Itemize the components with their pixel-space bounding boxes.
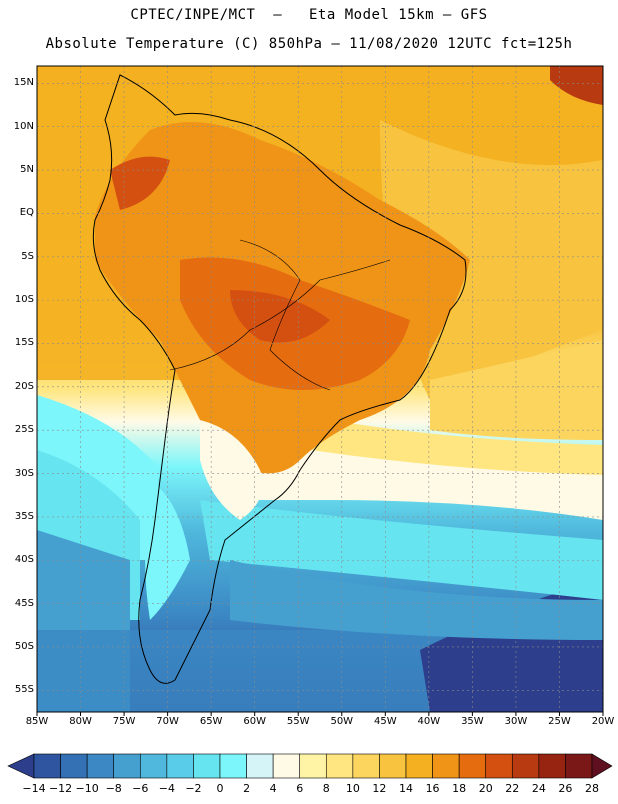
colorbar-swatch [458, 753, 487, 779]
lon-label: 55W [286, 716, 310, 727]
colorbar-max-arrow [591, 753, 613, 779]
lon-label: 60W [243, 716, 266, 727]
colorbar-swatch [272, 753, 301, 779]
colorbar-label: 14 [399, 782, 413, 795]
colorbar-swatch [511, 753, 540, 779]
colorbar-swatch [193, 753, 221, 779]
colorbar-swatch [538, 753, 566, 779]
country-borders [169, 259, 391, 371]
colorbar-swatch [139, 753, 168, 779]
lon-label: 20W [591, 716, 615, 727]
colorbar-label: −4 [158, 782, 175, 795]
cold-atlantic-deep [230, 560, 603, 640]
colorbar-swatch [33, 753, 61, 779]
colorbar-swatch [379, 753, 407, 779]
lat-label: 5S [21, 250, 34, 262]
colorbar-min-arrow [7, 753, 35, 779]
lat-label: 5N [20, 164, 34, 176]
colorbar-label: 28 [585, 782, 599, 795]
colorbar-label: −12 [48, 782, 73, 795]
lat-label: 15S [14, 337, 34, 349]
patagonia-cool [145, 480, 190, 620]
colorbar-label: 20 [478, 782, 493, 795]
colorbar-swatch [219, 753, 247, 779]
lon-label: 85W [25, 716, 49, 727]
colorbar-label: 22 [505, 782, 520, 795]
lat-label: 45S [14, 597, 34, 609]
lon-label: 70W [156, 716, 179, 727]
andes-north-hot [110, 156, 170, 210]
lat-label: 10N [13, 120, 34, 132]
lat-label: 10S [14, 294, 34, 306]
colorbar-label: 0 [216, 782, 224, 795]
lon-label: 65W [199, 716, 223, 727]
lon-label: 40W [417, 716, 441, 727]
colorbar-swatch [485, 753, 513, 779]
lat-label: EQ [19, 207, 34, 219]
lat-label: 20S [14, 380, 34, 392]
colorbar-swatch [166, 753, 194, 779]
state-borders [239, 239, 331, 391]
colorbar-label: 18 [452, 782, 467, 795]
lon-label: 45W [373, 716, 397, 727]
colorbar-label: 6 [296, 782, 304, 795]
colorbar-label: −6 [132, 782, 149, 795]
cold-atlantic-mid [200, 500, 603, 600]
colorbar-swatch [565, 753, 593, 779]
lon-label: 75W [112, 716, 136, 727]
cream-band [230, 440, 603, 520]
colorbar-label: 8 [322, 782, 330, 795]
lat-label: 50S [14, 640, 34, 652]
lat-label: 25S [14, 424, 34, 436]
colorbar-label: −10 [75, 782, 99, 795]
chart-title-line1: CPTEC/INPE/MCT – Eta Model 15km – GFS [130, 7, 488, 23]
lon-label: 80W [69, 716, 92, 727]
colorbar-swatch [325, 753, 354, 779]
colorbar-label: 2 [243, 782, 251, 795]
colorbar-label: 10 [345, 782, 360, 795]
continent-hottest [230, 290, 330, 343]
colorbar-swatch [405, 753, 433, 779]
map-frame [36, 65, 604, 713]
south-cone-cream [200, 420, 263, 520]
colorbar-label: 16 [425, 782, 440, 795]
colorbar-swatch [299, 753, 327, 779]
colorbar-label: 26 [558, 782, 573, 795]
coastline [92, 74, 467, 684]
graticule [36, 66, 604, 716]
colorbar-label: −8 [105, 782, 122, 795]
lon-label: 35W [461, 716, 484, 727]
colorbar-swatch [352, 753, 380, 779]
colorbar-label: −14 [22, 782, 46, 795]
colorbar-swatch [432, 753, 460, 779]
lon-label: 50W [330, 716, 354, 727]
lat-label: 55S [14, 684, 34, 696]
lat-label: 15N [13, 77, 34, 89]
ocean-yellow-zone [430, 340, 603, 440]
chart-title-line2: Absolute Temperature (C) 850hPa – 11/08/… [45, 36, 573, 52]
colorbar-label: 12 [372, 782, 387, 795]
colorbar-swatch [60, 753, 88, 779]
temperature-field [37, 66, 603, 712]
colorbar-swatch [246, 753, 274, 779]
colorbar [7, 753, 613, 779]
lat-label: 40S [14, 554, 34, 566]
colorbar-swatch [86, 753, 115, 779]
colorbar-label: 24 [531, 782, 546, 795]
colorbar-label: 4 [269, 782, 277, 795]
lat-label: 30S [14, 467, 34, 479]
lon-label: 30W [504, 716, 528, 727]
lat-label: 35S [14, 510, 34, 522]
africa-hot-corner [550, 66, 603, 105]
lon-label: 25W [548, 716, 571, 727]
colorbar-swatch [113, 753, 141, 779]
colorbar-label: −2 [185, 782, 202, 795]
